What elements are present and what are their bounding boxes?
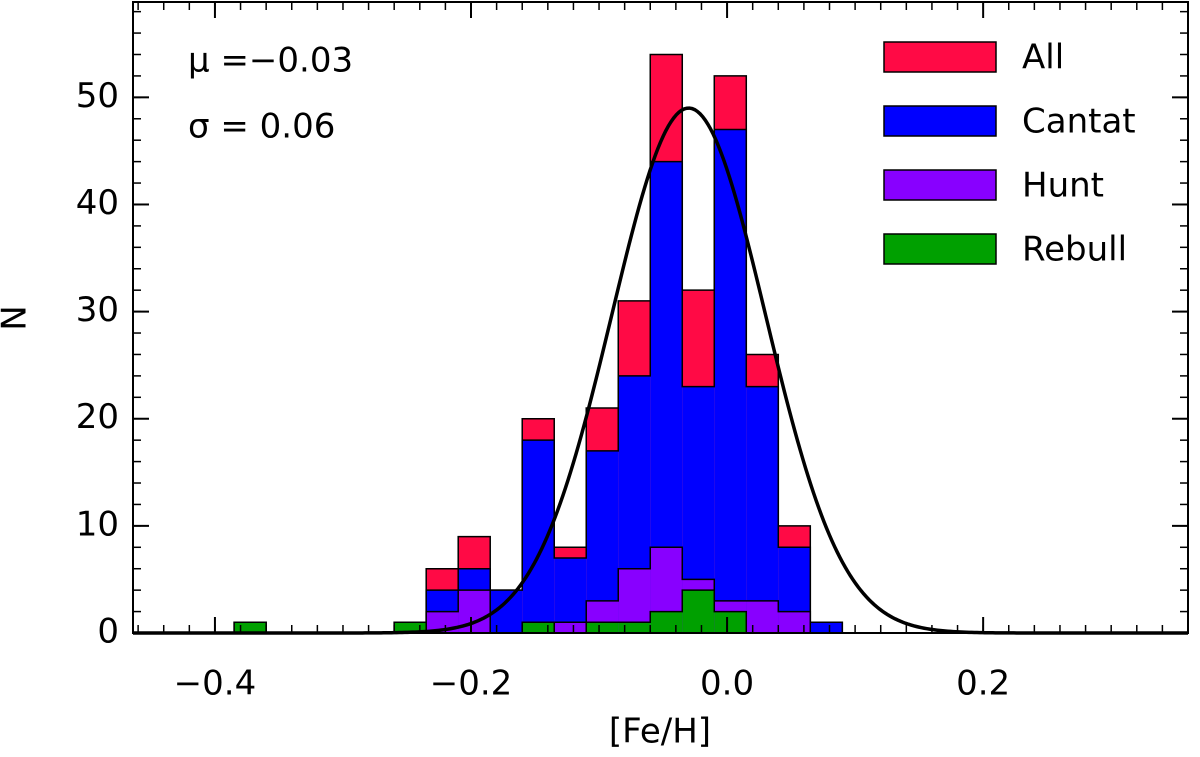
annotation: σ = 0.06	[188, 107, 335, 147]
histogram-bar	[682, 590, 715, 633]
plot-frame	[132, 1, 1189, 634]
histogram-bar	[618, 622, 651, 633]
histogram-bar	[554, 558, 587, 633]
legend-label: Cantat	[1022, 102, 1136, 142]
histogram-bar	[234, 622, 267, 633]
y-axis-label: N	[0, 305, 35, 330]
histogram-bar	[810, 622, 843, 633]
y-tick-label: 40	[76, 183, 119, 223]
legend-swatch	[883, 105, 997, 137]
legend-label: Hunt	[1022, 166, 1104, 206]
legend-label: All	[1022, 38, 1064, 78]
x-tick-label: 0.0	[700, 664, 754, 704]
legend-swatch	[883, 233, 997, 265]
histogram-bar	[522, 622, 555, 633]
y-tick-label: 20	[76, 397, 119, 437]
y-tick-label: 50	[76, 76, 119, 116]
histogram-bar	[778, 611, 811, 633]
x-tick-label: 0.2	[956, 664, 1010, 704]
x-tick-label: −0.2	[430, 664, 513, 704]
x-axis-label: [Fe/H]	[609, 712, 711, 752]
histogram-bar	[714, 129, 747, 633]
legend-swatch	[883, 169, 997, 201]
y-tick-label: 30	[76, 290, 119, 330]
legend-label: Rebull	[1022, 230, 1127, 270]
y-tick-label: 0	[97, 612, 119, 652]
annotation: μ =−0.03	[188, 41, 353, 81]
histogram-bar	[714, 611, 747, 633]
y-tick-label: 10	[76, 504, 119, 544]
histogram-bar	[746, 600, 779, 633]
histogram-bar	[522, 440, 555, 633]
histogram-bar	[586, 622, 619, 633]
histogram-bar	[746, 386, 779, 633]
histogram-bar	[394, 622, 427, 633]
legend-swatch	[883, 41, 997, 73]
x-tick-label: −0.4	[174, 664, 257, 704]
histogram-bar	[650, 611, 683, 633]
histogram-bar	[554, 622, 587, 633]
